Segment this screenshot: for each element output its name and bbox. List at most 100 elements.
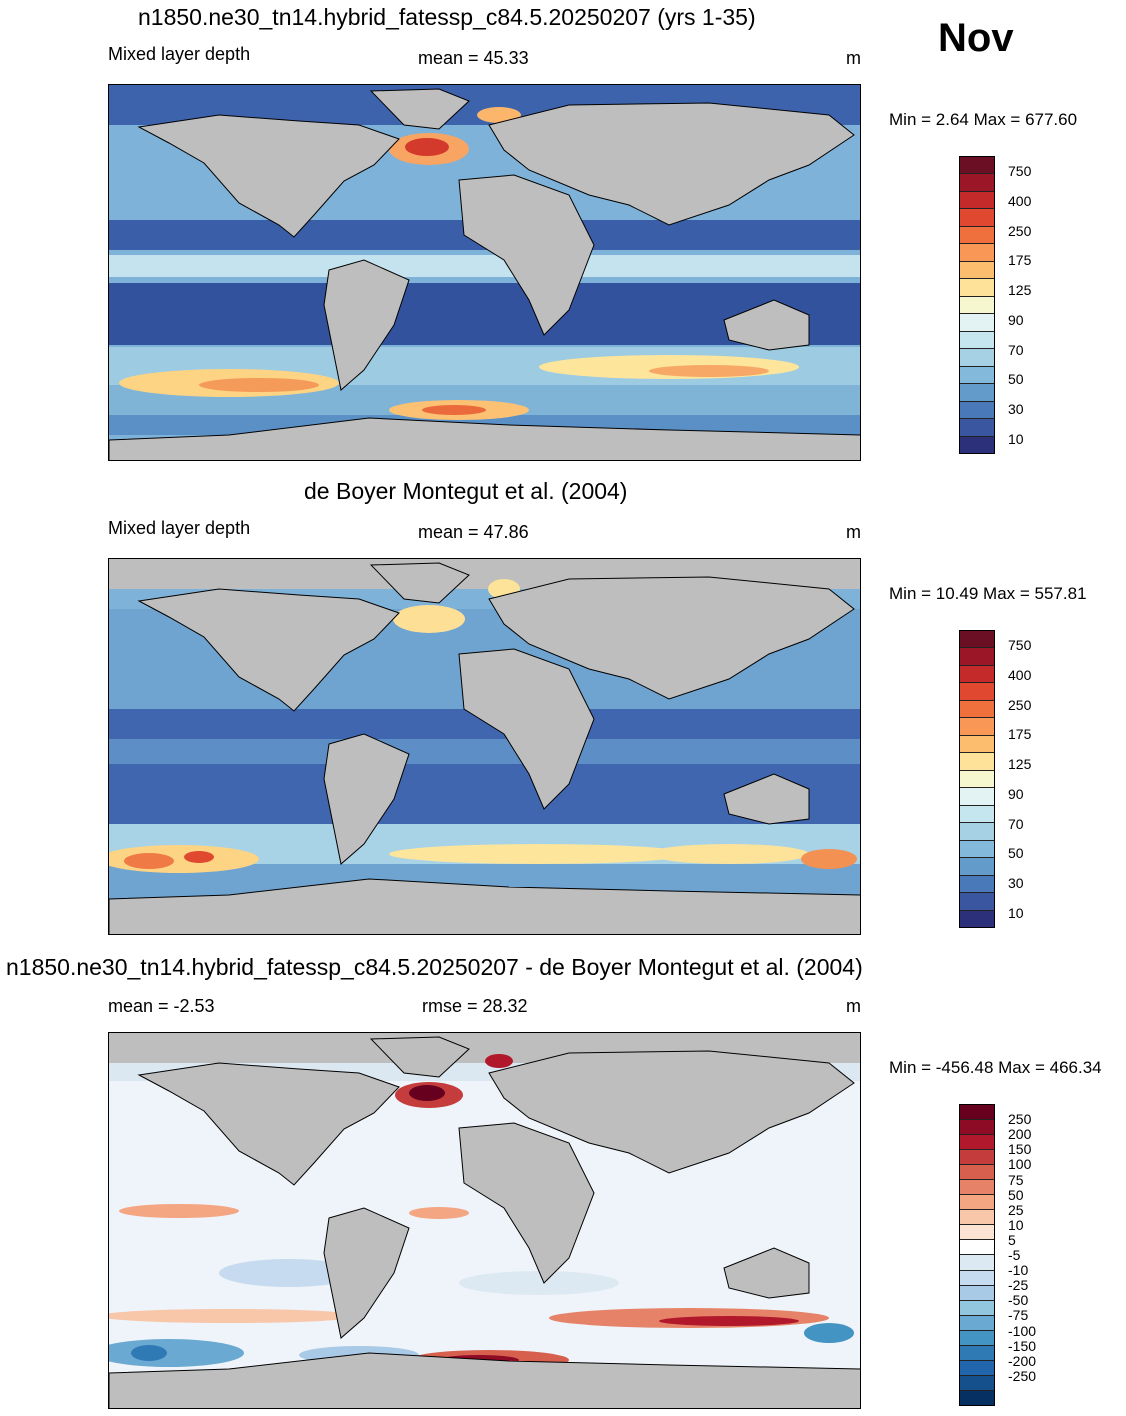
panel-2-colorbar-tick-label: 70 xyxy=(1008,815,1024,832)
panel-2-map xyxy=(108,558,861,935)
panel-2-colorbar-tick-label: 175 xyxy=(1008,726,1032,743)
panel-3-colorbar-swatch xyxy=(960,1345,994,1361)
panel-3-colorbar-tick-label: -100 xyxy=(1008,1322,1037,1339)
panel-1-colorbar-tick-label: 125 xyxy=(1008,282,1032,299)
panel-2-colorbar-tick-label: 30 xyxy=(1008,875,1024,892)
panel-3-colorbar-swatch xyxy=(960,1120,994,1136)
panel-2-colorbar-tick-label: 50 xyxy=(1008,845,1024,862)
panel-1-units: m xyxy=(846,48,861,68)
panel-1-colorbar-swatch xyxy=(960,261,994,280)
panel-3-colorbar-swatch xyxy=(960,1375,994,1391)
panel-2-colorbar-swatch xyxy=(960,910,994,927)
panel-3-colorbar-swatch xyxy=(960,1390,994,1405)
panel-1-colorbar-swatch xyxy=(960,349,994,367)
panel-3-colorbar-tick-label: -25 xyxy=(1008,1277,1029,1294)
panel-3-colorbar-tick-label: 75 xyxy=(1008,1171,1024,1188)
panel-2-colorbar-swatch xyxy=(960,631,994,649)
panel-1-colorbar-tick-label: 50 xyxy=(1008,371,1024,388)
panel-3-colorbar-swatch xyxy=(960,1180,994,1196)
panel-2-colorbar-swatch xyxy=(960,718,994,736)
panel-3-colorbar-swatch xyxy=(960,1105,994,1121)
panel-1-colorbar-tick-label: 750 xyxy=(1008,163,1032,179)
panel-3-colorbar-tick-label: -250 xyxy=(1008,1367,1037,1384)
panel-2-colorbar-tick-label: 125 xyxy=(1008,756,1032,773)
panel-3-minmax: Min = -456.48 Max = 466.34 xyxy=(889,1058,1102,1077)
panel-3-colorbar-tick-label: -50 xyxy=(1008,1292,1029,1309)
panel-3-colorbar-tick-label: 250 xyxy=(1008,1111,1032,1128)
panel-3-colorbar-tick-label: 200 xyxy=(1008,1126,1032,1143)
panel-1-variable-label: Mixed layer depth xyxy=(108,44,251,64)
panel-1-colorbar-swatch xyxy=(960,157,994,175)
panel-3-colorbar-swatch xyxy=(960,1330,994,1346)
panel-1-colorbar-swatch xyxy=(960,279,994,297)
panel-3-colorbar-swatch xyxy=(960,1150,994,1166)
panel-3-colorbar-swatch xyxy=(960,1315,994,1331)
panel-2-colorbar-swatch xyxy=(960,893,994,911)
panel-3-colorbar-swatch xyxy=(960,1285,994,1301)
panel-1-colorbar-swatch xyxy=(960,331,994,350)
panel-3-mean-label: mean = -2.53 xyxy=(108,996,215,1016)
panel-1-colorbar-swatch xyxy=(960,314,994,332)
panel-3-colorbar-swatch xyxy=(960,1360,994,1376)
panel-3-colorbar-swatch xyxy=(960,1135,994,1151)
panel-2-units: m xyxy=(846,522,861,542)
panel-3-colorbar-tick-label: -150 xyxy=(1008,1337,1037,1354)
panel-1-colorbar-swatch xyxy=(960,419,994,437)
panel-1-colorbar-tick-label: 10 xyxy=(1008,431,1024,447)
panel-1-colorbar-swatch xyxy=(960,209,994,227)
panel-2-colorbar-swatch xyxy=(960,840,994,859)
panel-3-colorbar-tick-label: -5 xyxy=(1008,1247,1021,1263)
panel-3-colorbar-swatch xyxy=(960,1270,994,1286)
panel-2-colorbar-tick-label: 400 xyxy=(1008,666,1032,683)
panel-1-colorbar-swatch xyxy=(960,436,994,453)
panel-1-colorbar-swatch xyxy=(960,401,994,420)
panel-1-minmax: Min = 2.64 Max = 677.60 xyxy=(889,110,1078,129)
panel-3-colorbar-tick-label: 50 xyxy=(1008,1186,1024,1203)
panel-2-colorbar-swatch xyxy=(960,665,994,684)
panel-1-colorbar-swatch xyxy=(960,244,994,262)
panel-1-mean-label: mean = 45.33 xyxy=(418,48,529,68)
panel-1-colorbar-swatch xyxy=(960,384,994,402)
panel-3-colorbar-tick-label: 100 xyxy=(1008,1156,1032,1173)
panel-3-colorbar-tick-label: 25 xyxy=(1008,1201,1024,1218)
panel-3-colorbar-swatch xyxy=(960,1255,994,1271)
panel-2-colorbar-swatch xyxy=(960,753,994,771)
panel-3-colorbar-tick-label: 5 xyxy=(1008,1231,1016,1248)
panel-2-variable-label: Mixed layer depth xyxy=(108,518,251,538)
panel-1-colorbar-tick-label: 250 xyxy=(1008,222,1032,239)
panel-1-colorbar-swatch xyxy=(960,296,994,315)
panel-3-colorbar-swatch xyxy=(960,1225,994,1241)
panel-1-map xyxy=(108,84,861,461)
panel-3-colorbar xyxy=(959,1104,995,1406)
panel-2-colorbar xyxy=(959,630,995,928)
panel-2-colorbar-tick-label: 250 xyxy=(1008,696,1032,713)
panel-1-colorbar-tick-label: 70 xyxy=(1008,341,1024,358)
panel-2-colorbar-swatch xyxy=(960,683,994,701)
panel-3-rmse-label: rmse = 28.32 xyxy=(422,996,528,1016)
panel-2-colorbar-swatch xyxy=(960,805,994,824)
panel-2-colorbar-swatch xyxy=(960,735,994,754)
panel-3-colorbar-swatch xyxy=(960,1195,994,1211)
panel-1-colorbar-swatch xyxy=(960,174,994,192)
panel-2-colorbar-swatch xyxy=(960,875,994,894)
panel-2-colorbar-swatch xyxy=(960,770,994,789)
panel-3-colorbar-swatch xyxy=(960,1240,994,1256)
panel-2-colorbar-swatch xyxy=(960,823,994,841)
panel-2-colorbar-tick-label: 90 xyxy=(1008,785,1024,802)
panel-1-colorbar xyxy=(959,156,995,454)
panel-3-colorbar-tick-label: -200 xyxy=(1008,1352,1037,1369)
panel-2-colorbar-swatch xyxy=(960,858,994,876)
panel-2-colorbar-tick-label: 750 xyxy=(1008,637,1032,653)
panel-1-colorbar-swatch xyxy=(960,191,994,210)
panel-1-colorbar-tick-label: 400 xyxy=(1008,192,1032,209)
panel-3-title: n1850.ne30_tn14.hybrid_fatessp_c84.5.202… xyxy=(6,954,863,980)
panel-2-colorbar-tick-label: 10 xyxy=(1008,905,1024,921)
panel-3-colorbar-swatch xyxy=(960,1210,994,1226)
month-label: Nov xyxy=(938,16,1014,60)
panel-3-colorbar-tick-label: -75 xyxy=(1008,1307,1029,1324)
panel-3-map xyxy=(108,1032,861,1409)
panel-2-minmax: Min = 10.49 Max = 557.81 xyxy=(889,584,1087,603)
panel-3-colorbar-swatch xyxy=(960,1165,994,1181)
panel-1-colorbar-tick-label: 175 xyxy=(1008,252,1032,269)
panel-3-colorbar-tick-label: -10 xyxy=(1008,1262,1029,1279)
